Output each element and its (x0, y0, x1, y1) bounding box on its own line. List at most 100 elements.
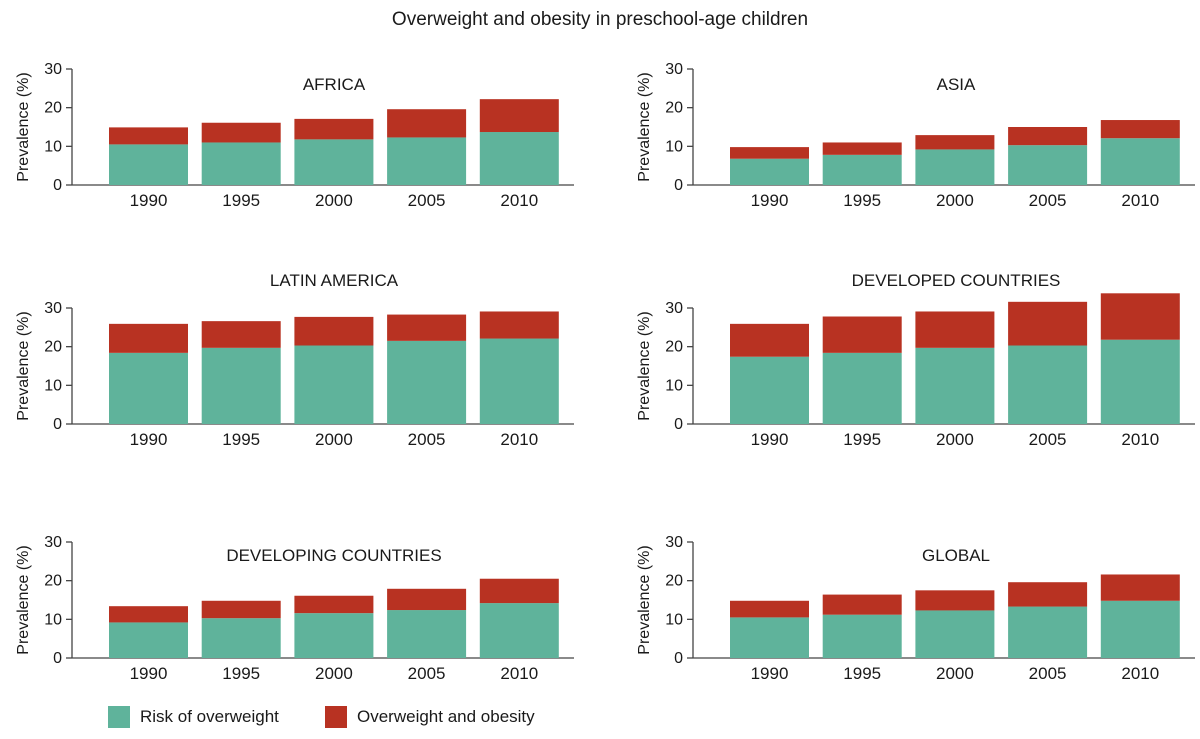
y-axis-label: Prevalence (%) (636, 545, 653, 654)
bar-obese-1995 (201, 600, 281, 619)
y-tick-label: 20 (44, 339, 62, 356)
bar-risk-2005 (1008, 145, 1088, 185)
bar-obese-1995 (822, 316, 902, 353)
bar-risk-2010 (1100, 339, 1180, 424)
y-tick-label: 30 (44, 300, 62, 317)
chart-panel-2: LATIN AMERICA Prevalence (%) 0 10 20 30 1990 19… (15, 271, 574, 449)
y-tick-label: 20 (665, 573, 683, 590)
x-tick-label: 2010 (1121, 191, 1159, 210)
bar-risk-2000 (915, 610, 995, 658)
bar-risk-2005 (1008, 606, 1088, 658)
bar-obese-2010 (1100, 574, 1180, 601)
x-tick-label: 1990 (751, 664, 789, 683)
bar-risk-1995 (822, 352, 902, 424)
bar-obese-1990 (109, 323, 188, 353)
bar-risk-1995 (201, 618, 281, 658)
y-axis-label: Prevalence (%) (15, 545, 32, 654)
x-tick-label: 2010 (500, 430, 538, 449)
bar-obese-1990 (730, 600, 809, 618)
bar-obese-2000 (915, 590, 995, 611)
chart-panel-1: ASIA Prevalence (%) 0 10 20 30 1990 1995 2000 200… (636, 61, 1195, 210)
x-tick-label: 2005 (408, 191, 446, 210)
y-tick-label: 20 (665, 100, 683, 117)
bar-obese-1995 (822, 594, 902, 615)
bar-obese-2000 (294, 595, 374, 614)
x-tick-label: 1990 (751, 191, 789, 210)
bar-obese-2010 (479, 311, 559, 339)
y-axis-label: Prevalence (%) (15, 311, 32, 420)
x-tick-label: 2000 (936, 430, 974, 449)
bar-obese-2005 (1008, 582, 1088, 607)
bar-risk-2005 (387, 610, 467, 658)
bar-obese-1990 (109, 606, 188, 623)
bar-obese-1990 (109, 127, 188, 145)
y-tick-label: 10 (665, 611, 683, 628)
bar-risk-1995 (822, 614, 902, 658)
panel-title: DEVELOPING COUNTRIES (226, 546, 441, 565)
bar-obese-2005 (387, 109, 467, 138)
bar-risk-2010 (1100, 600, 1180, 658)
chart-panel-5: GLOBAL Prevalence (%) 0 10 20 30 1990 1995 2000 2… (636, 534, 1195, 683)
x-tick-label: 2000 (315, 664, 353, 683)
panel-title: DEVELOPED COUNTRIES (852, 271, 1061, 290)
bar-obese-2000 (294, 118, 374, 140)
bar-risk-1995 (201, 347, 281, 424)
y-tick-label: 20 (44, 100, 62, 117)
bar-obese-2005 (387, 588, 467, 611)
bar-obese-2010 (1100, 293, 1180, 340)
bar-obese-1995 (822, 142, 902, 155)
y-tick-label: 0 (674, 177, 683, 194)
bar-obese-2005 (1008, 127, 1088, 146)
bar-obese-1990 (730, 147, 809, 159)
x-tick-label: 1990 (130, 664, 168, 683)
bar-obese-2010 (1100, 120, 1180, 139)
y-tick-label: 10 (665, 138, 683, 155)
figure-title: Overweight and obesity in preschool-age … (391, 9, 809, 30)
panel-title: AFRICA (303, 75, 366, 94)
bar-risk-1995 (201, 142, 281, 185)
panel-title: ASIA (937, 75, 976, 94)
bar-risk-2000 (294, 613, 374, 658)
y-tick-label: 20 (665, 339, 683, 356)
bar-obese-2010 (479, 99, 559, 133)
bar-obese-2000 (294, 316, 374, 346)
x-tick-label: 2010 (500, 191, 538, 210)
y-axis-label: Prevalence (%) (636, 72, 653, 181)
x-tick-label: 2005 (1029, 430, 1067, 449)
bar-obese-2005 (1008, 301, 1088, 346)
x-tick-label: 1995 (843, 430, 881, 449)
chart-panel-3: DEVELOPED COUNTRIES Prevalence (%) 0 10 20 30… (636, 271, 1195, 449)
y-tick-label: 0 (674, 650, 683, 667)
x-tick-label: 2000 (315, 430, 353, 449)
x-tick-label: 2005 (408, 430, 446, 449)
x-tick-label: 2000 (315, 191, 353, 210)
legend-item-risk: Risk of overweight (108, 706, 279, 728)
bar-risk-2010 (479, 338, 559, 424)
y-tick-label: 0 (53, 416, 62, 433)
y-tick-label: 0 (674, 416, 683, 433)
bar-obese-2000 (915, 135, 995, 150)
y-tick-label: 30 (665, 300, 683, 317)
y-tick-label: 10 (44, 138, 62, 155)
legend-label-obese: Overweight and obesity (357, 707, 535, 726)
x-tick-label: 2010 (1121, 664, 1159, 683)
y-tick-label: 30 (665, 534, 683, 551)
bar-risk-2000 (294, 345, 374, 424)
x-tick-label: 2010 (1121, 430, 1159, 449)
bar-risk-1990 (109, 622, 188, 658)
bar-risk-2010 (479, 603, 559, 658)
x-tick-label: 2000 (936, 664, 974, 683)
legend-swatch-risk (108, 706, 130, 728)
panel-title: LATIN AMERICA (270, 271, 399, 290)
x-tick-label: 1995 (843, 191, 881, 210)
bar-risk-2000 (915, 347, 995, 424)
bar-risk-1990 (109, 352, 188, 424)
bar-risk-2000 (915, 149, 995, 185)
y-axis-label: Prevalence (%) (15, 72, 32, 181)
chart-panel-0: AFRICA Prevalence (%) 0 10 20 30 1990 1995 2000 2… (15, 61, 574, 210)
bar-risk-1990 (730, 617, 809, 658)
y-tick-label: 10 (44, 611, 62, 628)
legend-item-obese: Overweight and obesity (325, 706, 535, 728)
bar-obese-2010 (479, 578, 559, 604)
